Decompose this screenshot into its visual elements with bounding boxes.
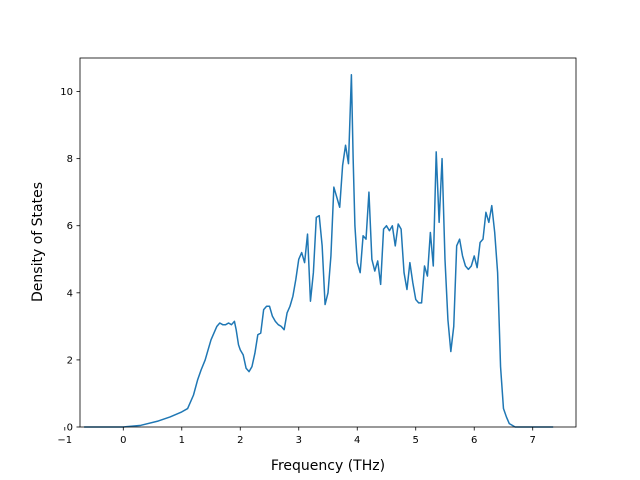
y-tick-label: 10: [60, 87, 73, 98]
x-tick-label: 1: [179, 435, 185, 446]
x-tick-label: 3: [296, 435, 302, 446]
x-tick-label: 5: [413, 435, 419, 446]
y-tick-label: 8: [67, 154, 73, 165]
x-tick-label: 2: [237, 435, 243, 446]
plot-area: [79, 57, 577, 428]
x-tick-label: 7: [530, 435, 536, 446]
dos-series-line: [84, 74, 554, 428]
y-tick-label: 6: [67, 221, 73, 232]
x-axis-label: Frequency (THz): [271, 458, 385, 474]
x-tick-label: 4: [354, 435, 360, 446]
y-tick-label: 2: [67, 355, 73, 366]
y-axis-label: Density of States: [30, 182, 46, 302]
x-tick-label: 0: [120, 435, 126, 446]
axes-frame: [79, 57, 577, 428]
x-tick-label: 6: [471, 435, 477, 446]
y-tick-label: 4: [67, 288, 73, 299]
y-tick-label: 0: [67, 423, 73, 434]
x-tick-label: −1: [57, 435, 72, 446]
